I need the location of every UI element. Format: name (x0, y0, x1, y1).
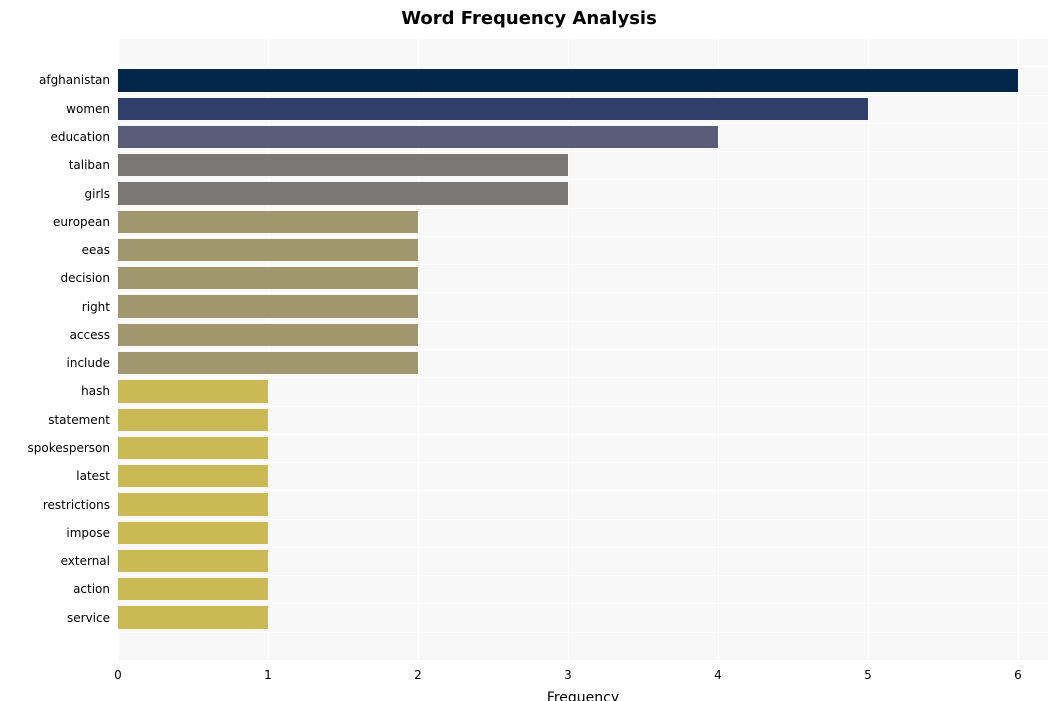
y-gridline (118, 547, 1048, 548)
y-tick-label: service (67, 611, 110, 625)
y-tick-label: decision (61, 271, 110, 285)
y-tick-label: external (61, 554, 110, 568)
bar (118, 493, 268, 515)
plot-area: 0123456afghanistanwomeneducationtalibang… (118, 38, 1048, 660)
x-tick-label: 1 (264, 668, 272, 682)
y-tick-label: women (66, 102, 110, 116)
bar (118, 211, 418, 233)
y-tick-label: eeas (82, 243, 110, 257)
bar (118, 437, 268, 459)
y-tick-label: girls (85, 187, 110, 201)
y-gridline (118, 660, 1048, 661)
y-tick-label: restrictions (43, 498, 110, 512)
y-gridline (118, 292, 1048, 293)
y-gridline (118, 462, 1048, 463)
bar (118, 352, 418, 374)
x-tick-label: 2 (414, 668, 422, 682)
y-tick-label: hash (81, 384, 110, 398)
x-tick-label: 5 (864, 668, 872, 682)
y-gridline (118, 179, 1048, 180)
y-gridline (118, 66, 1048, 67)
bar (118, 98, 868, 120)
y-tick-label: impose (66, 526, 110, 540)
y-tick-label: statement (48, 413, 110, 427)
y-tick-label: latest (76, 469, 110, 483)
y-tick-label: spokesperson (28, 441, 111, 455)
y-gridline (118, 519, 1048, 520)
bar (118, 324, 418, 346)
y-gridline (118, 38, 1048, 39)
y-tick-label: access (70, 328, 110, 342)
bar (118, 182, 568, 204)
chart-title: Word Frequency Analysis (0, 8, 1058, 29)
y-gridline (118, 123, 1048, 124)
bar (118, 578, 268, 600)
chart-container: Word Frequency Analysis 0123456afghanist… (0, 0, 1058, 701)
y-tick-label: education (50, 130, 110, 144)
y-gridline (118, 321, 1048, 322)
x-tick-label: 4 (714, 668, 722, 682)
y-gridline (118, 208, 1048, 209)
bar (118, 295, 418, 317)
y-gridline (118, 236, 1048, 237)
y-gridline (118, 264, 1048, 265)
y-tick-label: european (53, 215, 110, 229)
x-tick-label: 3 (564, 668, 572, 682)
y-gridline (118, 406, 1048, 407)
bar (118, 126, 718, 148)
x-axis-label: Frequency (118, 690, 1048, 701)
bar (118, 606, 268, 628)
bar (118, 267, 418, 289)
y-gridline (118, 434, 1048, 435)
bar (118, 154, 568, 176)
bar (118, 239, 418, 261)
y-gridline (118, 603, 1048, 604)
bar (118, 380, 268, 402)
x-tick-label: 0 (114, 668, 122, 682)
bar (118, 522, 268, 544)
y-tick-label: include (67, 356, 110, 370)
y-gridline (118, 349, 1048, 350)
y-gridline (118, 575, 1048, 576)
y-tick-label: taliban (69, 158, 110, 172)
bar (118, 69, 1018, 91)
bar (118, 550, 268, 572)
y-gridline (118, 151, 1048, 152)
y-tick-label: right (82, 300, 110, 314)
bar (118, 409, 268, 431)
y-tick-label: action (73, 582, 110, 596)
y-gridline (118, 632, 1048, 633)
y-gridline (118, 377, 1048, 378)
y-gridline (118, 95, 1048, 96)
x-tick-label: 6 (1014, 668, 1022, 682)
y-gridline (118, 490, 1048, 491)
y-tick-label: afghanistan (39, 73, 110, 87)
bar (118, 465, 268, 487)
